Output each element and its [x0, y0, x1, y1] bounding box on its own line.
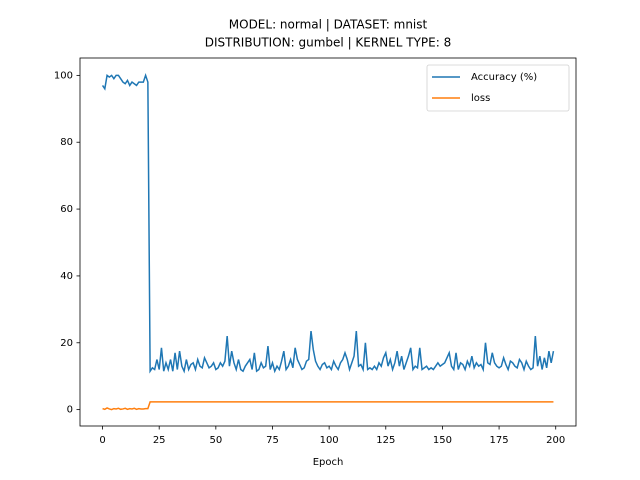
legend-box [426, 64, 570, 112]
legend-label: loss [471, 93, 490, 104]
x-tick-label: 50 [209, 435, 222, 446]
legend-label: Accuracy (%) [471, 72, 537, 83]
x-tick-label: 25 [153, 435, 166, 446]
x-tick-label: 200 [546, 435, 565, 446]
y-tick-label: 60 [60, 204, 73, 215]
y-tick-label: 40 [60, 271, 73, 282]
x-tick-label: 100 [320, 435, 339, 446]
x-tick-label: 125 [376, 435, 395, 446]
x-tick-label: 175 [490, 435, 509, 446]
x-tick-label: 75 [266, 435, 279, 446]
plot-frame [79, 57, 577, 427]
y-tick-label: 20 [60, 338, 73, 349]
x-axis-label: Epoch [313, 457, 344, 468]
y-tick-label: 80 [60, 137, 73, 148]
y-tick-label: 100 [54, 70, 73, 81]
series-line [101, 73, 555, 374]
x-tick-label: 150 [433, 435, 452, 446]
series-line [102, 401, 554, 411]
y-tick-label: 0 [67, 405, 73, 416]
chart-title: MODEL: normal | DATASET: mnist [229, 18, 428, 32]
chart-subtitle: DISTRIBUTION: gumbel | KERNEL TYPE: 8 [205, 36, 452, 50]
x-tick-label: 0 [99, 435, 105, 446]
